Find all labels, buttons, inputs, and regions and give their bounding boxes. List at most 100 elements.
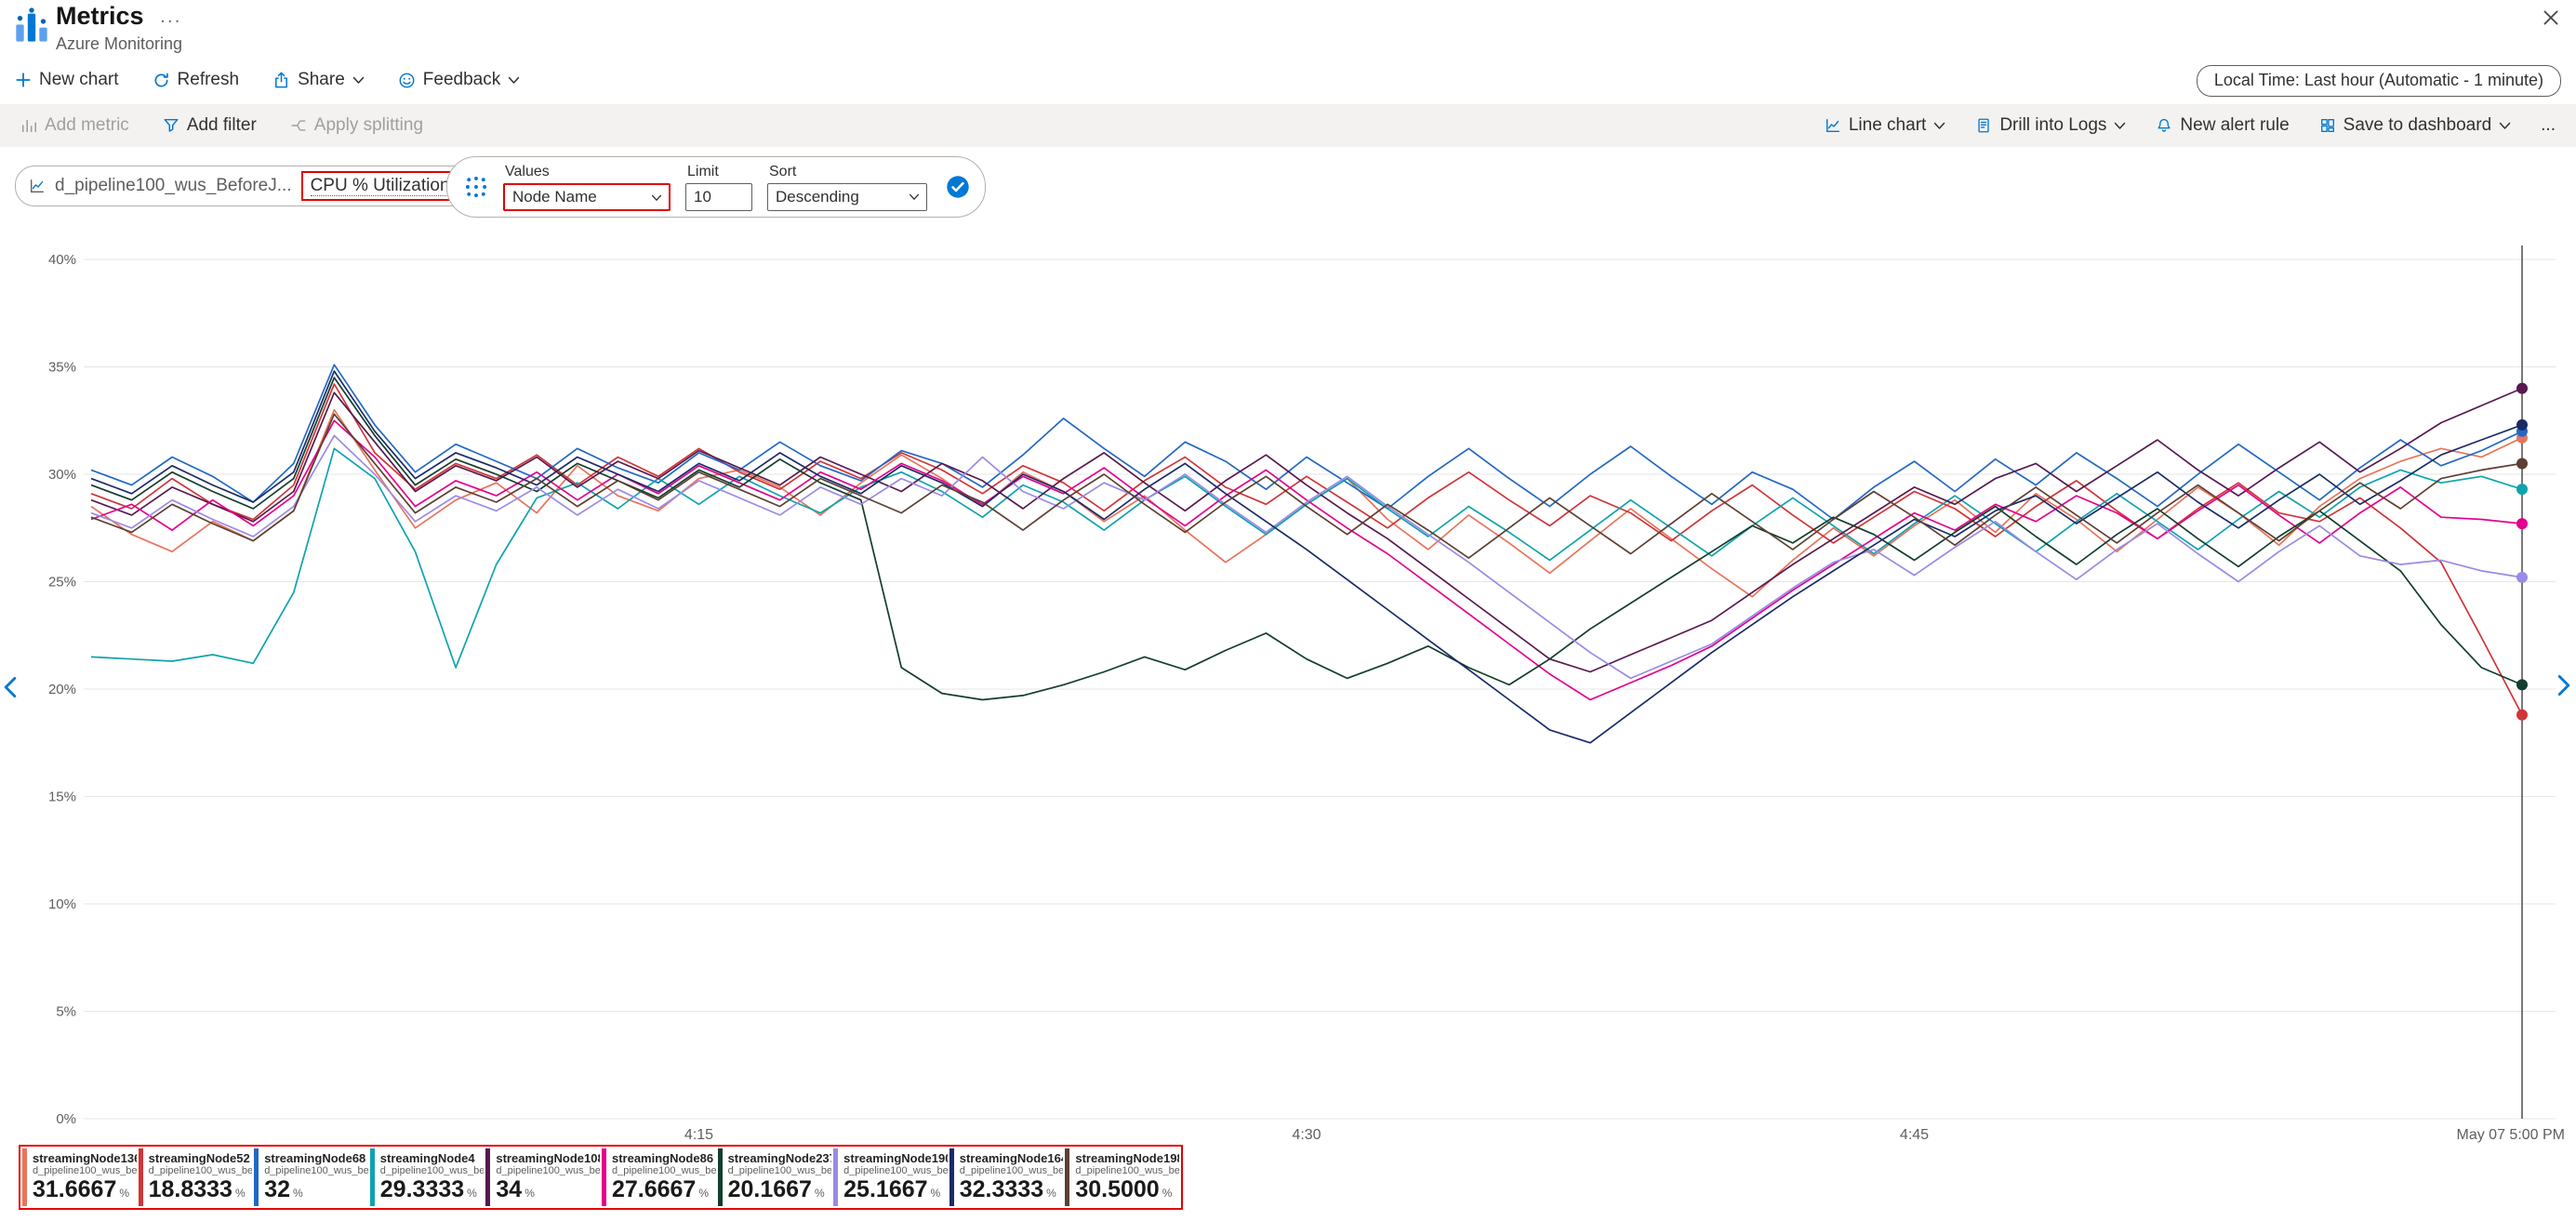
legend-value-number: 32	[264, 1176, 290, 1202]
more-commands-button[interactable]: ...	[2541, 115, 2556, 135]
chevron-down-icon	[508, 76, 520, 85]
legend-resource: d_pipeline100_wus_be...	[379, 1165, 485, 1176]
legend-item[interactable]: streamingNode52 d_pipeline100_wus_be... …	[138, 1148, 253, 1206]
legend-value-number: 20.1667	[727, 1176, 812, 1202]
legend-resource: d_pipeline100_wus_be...	[727, 1165, 832, 1176]
legend-swatch	[485, 1148, 491, 1206]
add-filter-label: Add filter	[186, 115, 257, 135]
svg-text:May 07 5:00 PM: May 07 5:00 PM	[2457, 1127, 2566, 1143]
feedback-button[interactable]: Feedback	[398, 70, 520, 90]
splitting-icon	[464, 175, 488, 199]
values-field-group: Values Node Name	[503, 164, 671, 211]
share-button[interactable]: Share	[272, 70, 365, 90]
refresh-button[interactable]: Refresh	[153, 70, 239, 90]
svg-text:35%: 35%	[48, 360, 76, 376]
legend-value-number: 30.5000	[1075, 1176, 1160, 1202]
legend-value-number: 18.8333	[148, 1176, 232, 1202]
page-title: Metrics	[56, 2, 144, 30]
apply-splitting-button: Apply splitting	[290, 115, 423, 136]
legend-value: 32%	[264, 1176, 368, 1203]
apply-splitting-icon	[290, 117, 307, 134]
add-metric-icon	[20, 117, 37, 134]
add-metric-button: Add metric	[20, 115, 129, 136]
drill-into-logs-button[interactable]: Drill into Logs	[1975, 115, 2126, 136]
legend-node-name: streamingNode68	[264, 1151, 366, 1165]
title-more-menu[interactable]: ...	[160, 6, 182, 27]
legend-item[interactable]: streamingNode237 d_pipeline100_wus_be...…	[717, 1148, 832, 1206]
chevron-down-icon	[909, 193, 920, 201]
new-chart-label: New chart	[39, 70, 119, 89]
legend-value-unit: %	[814, 1187, 825, 1200]
legend-resource: d_pipeline100_wus_be...	[33, 1165, 137, 1176]
plus-icon	[15, 72, 32, 88]
window-close-icon[interactable]	[2541, 7, 2561, 33]
legend-item[interactable]: streamingNode190 d_pipeline100_wus_be...…	[833, 1148, 948, 1206]
save-to-dashboard-button[interactable]: Save to dashboard	[2319, 115, 2512, 136]
legend-value: 30.5000%	[1075, 1176, 1179, 1203]
legend-swatch	[22, 1148, 27, 1206]
apply-splitting-label: Apply splitting	[313, 115, 424, 135]
legend-resource: d_pipeline100_wus_be...	[264, 1165, 368, 1176]
legend-value: 29.3333%	[380, 1176, 485, 1203]
logs-icon	[1975, 117, 1992, 134]
svg-text:30%: 30%	[48, 467, 76, 483]
legend-value: 27.6667%	[612, 1176, 716, 1203]
legend-value-unit: %	[119, 1187, 130, 1200]
share-label: Share	[298, 70, 345, 89]
values-label: Values	[505, 163, 550, 179]
chart-page-right-icon[interactable]	[2556, 673, 2571, 697]
sort-selected-option: Descending	[776, 187, 859, 206]
legend-value: 20.1667%	[728, 1176, 832, 1203]
splitting-pill: Values Node Name Limit Sort Descending	[446, 156, 986, 218]
values-select[interactable]: Node Name	[503, 182, 671, 211]
metric-scope-name[interactable]: d_pipeline100_wus_BeforeJ...	[55, 176, 292, 195]
legend-item[interactable]: streamingNode4 d_pipeline100_wus_be... 2…	[369, 1148, 485, 1206]
add-filter-button[interactable]: Add filter	[163, 115, 257, 136]
svg-text:20%: 20%	[48, 682, 76, 697]
svg-text:40%: 40%	[48, 252, 76, 268]
filter-icon	[163, 117, 179, 134]
legend-swatch	[138, 1148, 143, 1206]
legend-item[interactable]: streamingNode164 d_pipeline100_wus_be...…	[949, 1148, 1064, 1206]
legend-value-unit: %	[1046, 1187, 1056, 1200]
legend-item[interactable]: streamingNode136 d_pipeline100_wus_be...…	[22, 1148, 137, 1206]
limit-input[interactable]	[685, 182, 752, 211]
legend-item[interactable]: streamingNode198 d_pipeline100_wus_be...…	[1065, 1148, 1179, 1206]
legend-node-name: streamingNode237	[727, 1151, 832, 1165]
add-metric-label: Add metric	[45, 115, 129, 135]
chart-type-button[interactable]: Line chart	[1825, 115, 1945, 136]
apply-check-icon[interactable]	[946, 175, 970, 199]
chevron-down-icon	[352, 76, 365, 85]
new-chart-button[interactable]: New chart	[15, 70, 119, 90]
legend-value-number: 27.6667	[611, 1176, 697, 1202]
new-alert-rule-button[interactable]: New alert rule	[2156, 115, 2290, 136]
chart-legend-highlighted: streamingNode136 d_pipeline100_wus_be...…	[19, 1145, 1183, 1210]
chart-page-left-icon[interactable]	[3, 675, 18, 699]
legend-node-name: streamingNode4	[379, 1151, 475, 1165]
metrics-app-icon	[13, 7, 50, 45]
legend-node-name: streamingNode86	[611, 1151, 714, 1165]
legend-value: 34%	[496, 1176, 600, 1203]
sort-select[interactable]: Descending	[767, 182, 927, 211]
legend-value: 18.8333%	[149, 1176, 253, 1203]
legend-swatch	[1065, 1148, 1070, 1206]
legend-node-name: streamingNode198	[1075, 1151, 1179, 1165]
svg-text:4:15: 4:15	[684, 1127, 713, 1143]
smiley-icon	[398, 72, 416, 89]
svg-text:5%: 5%	[56, 1004, 76, 1020]
legend-resource: d_pipeline100_wus_be...	[843, 1165, 948, 1176]
time-range-button[interactable]: Local Time: Last hour (Automatic - 1 min…	[2196, 65, 2561, 97]
legend-node-name: streamingNode108	[496, 1151, 600, 1165]
svg-text:4:30: 4:30	[1292, 1127, 1321, 1143]
save-to-dashboard-label: Save to dashboard	[2343, 115, 2492, 135]
toolbar: New chart Refresh Share Feedback	[0, 60, 2576, 100]
legend-value-number: 31.6667	[33, 1176, 117, 1202]
legend-item[interactable]: streamingNode108 d_pipeline100_wus_be...…	[485, 1148, 600, 1206]
legend-node-name: streamingNode52	[148, 1151, 250, 1165]
legend-item[interactable]: streamingNode68 d_pipeline100_wus_be... …	[254, 1148, 368, 1206]
sort-label: Sort	[769, 163, 797, 179]
legend-item[interactable]: streamingNode86 d_pipeline100_wus_be... …	[601, 1148, 716, 1206]
metrics-line-chart[interactable]: 0% 5% 10% 15% 20% 25% 30% 35% 40% 4:15 4:30 4:45 May…	[0, 232, 2576, 1172]
legend-resource: d_pipeline100_wus_be...	[611, 1165, 716, 1176]
alert-bell-icon	[2156, 117, 2172, 134]
